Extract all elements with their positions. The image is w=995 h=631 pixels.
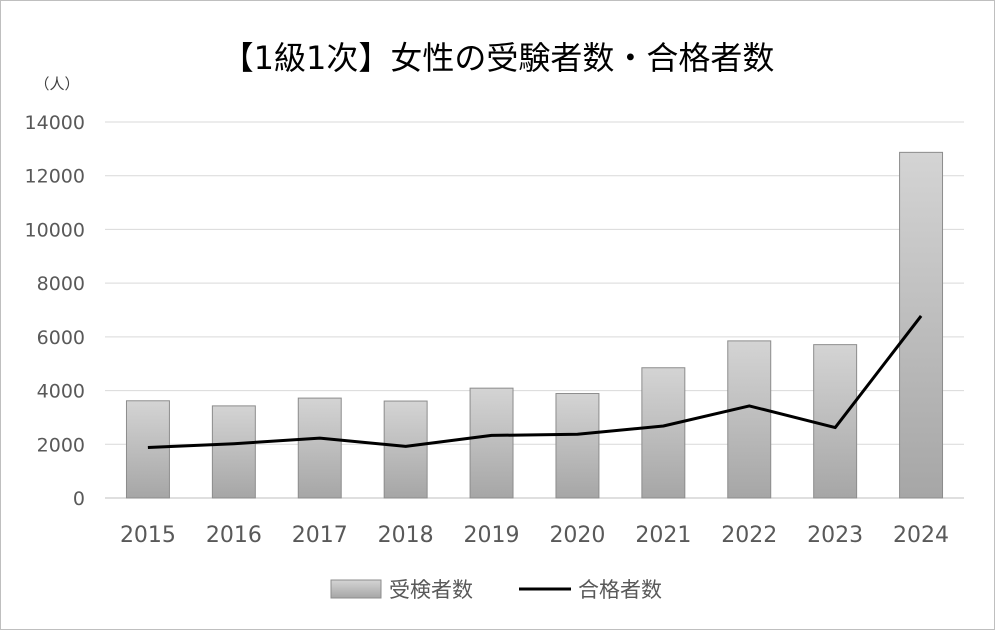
x-tick-label: 2023 <box>807 523 863 548</box>
y-tick-label: 6000 <box>37 327 85 349</box>
bar-layer <box>126 152 942 498</box>
y-axis-ticks: 0 2000 4000 6000 8000 10000 12000 14000 <box>25 112 85 510</box>
x-tick-label: 2016 <box>206 523 262 548</box>
bar-2021 <box>642 368 685 498</box>
bar-2024 <box>900 152 943 498</box>
line-series-pass <box>148 316 921 448</box>
legend-label-line: 合格者数 <box>578 578 662 602</box>
bar-2016 <box>212 406 255 498</box>
y-tick-label: 2000 <box>37 434 85 456</box>
y-tick-label: 14000 <box>25 112 85 134</box>
bar-2017 <box>298 398 341 498</box>
x-tick-label: 2019 <box>464 523 520 548</box>
x-tick-label: 2018 <box>378 523 434 548</box>
bar-2018 <box>384 401 427 498</box>
legend-label-bar: 受検者数 <box>389 578 473 602</box>
y-tick-label: 4000 <box>37 381 85 403</box>
line-layer <box>148 316 921 448</box>
y-tick-label: 10000 <box>25 219 85 241</box>
bar-2023 <box>814 345 857 498</box>
y-axis-unit: （人） <box>34 75 79 93</box>
bar-2015 <box>126 401 169 498</box>
bar-2020 <box>556 394 599 498</box>
x-tick-label: 2024 <box>893 523 949 548</box>
x-axis-ticks: 2015 2016 2017 2018 2019 2020 2021 2022 2023 2024 <box>120 523 949 548</box>
y-tick-label: 0 <box>73 488 85 510</box>
x-tick-label: 2021 <box>635 523 691 548</box>
x-tick-label: 2022 <box>721 523 777 548</box>
x-tick-label: 2020 <box>549 523 605 548</box>
bar-2022 <box>728 341 771 498</box>
y-tick-label: 8000 <box>37 273 85 295</box>
x-tick-label: 2015 <box>120 523 176 548</box>
chart-title: 【1級1次】女性の受験者数・合格者数 <box>222 39 775 77</box>
legend-swatch-bar <box>331 580 381 598</box>
y-tick-label: 12000 <box>25 166 85 188</box>
x-tick-label: 2017 <box>292 523 348 548</box>
legend: 受検者数 合格者数 <box>331 578 662 602</box>
bar-2019 <box>470 388 513 498</box>
